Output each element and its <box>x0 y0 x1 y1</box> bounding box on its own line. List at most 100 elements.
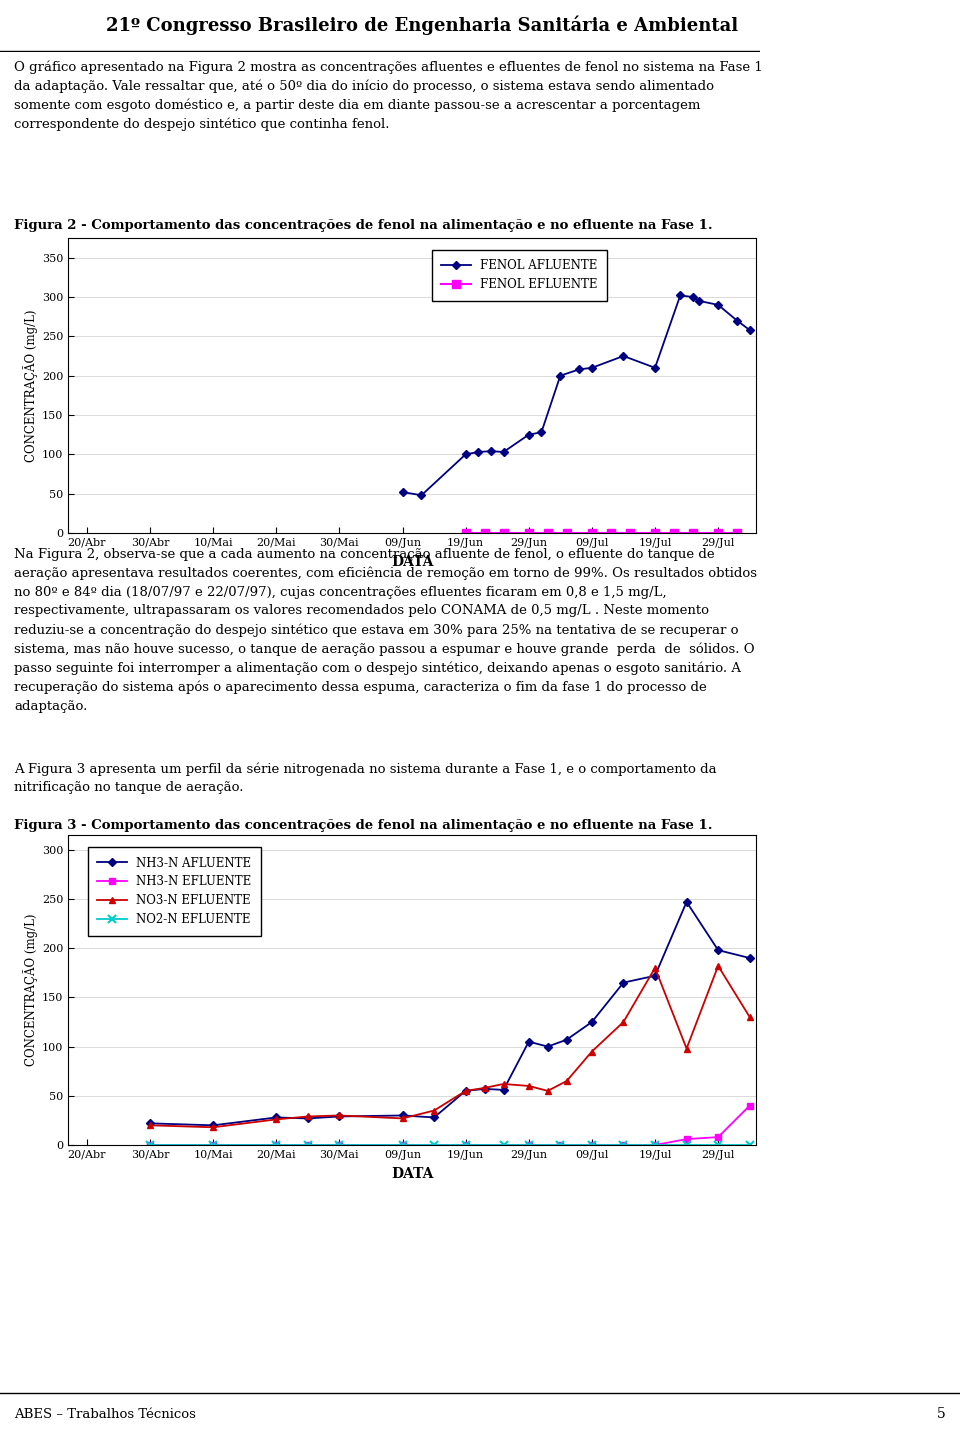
Y-axis label: CONCENTRAÇÃO (mg/L): CONCENTRAÇÃO (mg/L) <box>23 309 37 461</box>
NH3-N AFLUENTE <box>498 1081 510 1098</box>
FENOL AFLUENTE <box>732 312 743 329</box>
FENOL AFLUENTE <box>472 444 484 461</box>
NO3-N EFLUENTE <box>617 1014 629 1031</box>
NH3-N AFLUENTE <box>428 1108 440 1126</box>
FENOL EFLUENTE <box>561 524 572 541</box>
NH3-N AFLUENTE <box>271 1108 282 1126</box>
FENOL AFLUENTE <box>573 361 585 378</box>
NH3-N AFLUENTE <box>523 1032 535 1050</box>
Line: NO3-N EFLUENTE: NO3-N EFLUENTE <box>147 962 754 1131</box>
NH3-N AFLUENTE <box>712 942 724 959</box>
X-axis label: DATA: DATA <box>391 554 433 569</box>
NO2-N EFLUENTE <box>744 1137 756 1154</box>
NO2-N EFLUENTE <box>681 1137 692 1154</box>
NO2-N EFLUENTE <box>334 1137 346 1154</box>
FENOL AFLUENTE <box>649 359 660 377</box>
FENOL EFLUENTE <box>479 524 491 541</box>
NO2-N EFLUENTE <box>587 1137 598 1154</box>
Text: O gráfico apresentado na Figura 2 mostra as concentrações afluentes e efluentes : O gráfico apresentado na Figura 2 mostra… <box>14 60 763 132</box>
NH3-N AFLUENTE <box>396 1107 408 1124</box>
NH3-N EFLUENTE <box>523 1137 535 1154</box>
NH3-N EFLUENTE <box>555 1137 566 1154</box>
FENOL EFLUENTE <box>687 524 699 541</box>
FENOL AFLUENTE <box>498 444 510 461</box>
Legend: FENOL AFLUENTE, FENOL EFLUENTE: FENOL AFLUENTE, FENOL EFLUENTE <box>432 249 607 301</box>
NH3-N EFLUENTE <box>587 1137 598 1154</box>
FENOL AFLUENTE <box>396 484 408 501</box>
NH3-N AFLUENTE <box>479 1080 491 1097</box>
FENOL EFLUENTE <box>712 524 724 541</box>
NO2-N EFLUENTE <box>712 1137 724 1154</box>
NH3-N AFLUENTE <box>302 1110 314 1127</box>
NH3-N EFLUENTE <box>271 1137 282 1154</box>
NO3-N EFLUENTE <box>396 1110 408 1127</box>
NH3-N EFLUENTE <box>302 1137 314 1154</box>
FENOL AFLUENTE <box>587 359 598 377</box>
NO3-N EFLUENTE <box>681 1040 692 1057</box>
FENOL AFLUENTE <box>485 442 496 460</box>
NH3-N AFLUENTE <box>334 1108 346 1126</box>
FENOL AFLUENTE <box>675 286 686 304</box>
NO3-N EFLUENTE <box>744 1008 756 1025</box>
Y-axis label: CONCENTRAÇÃO (mg/L): CONCENTRAÇÃO (mg/L) <box>23 914 37 1067</box>
FENOL AFLUENTE <box>617 348 629 365</box>
NO2-N EFLUENTE <box>302 1137 314 1154</box>
NO3-N EFLUENTE <box>542 1083 554 1100</box>
NH3-N EFLUENTE <box>744 1097 756 1114</box>
NH3-N EFLUENTE <box>207 1137 219 1154</box>
Text: Na Figura 2, observa-se que a cada aumento na concentração afluente de fenol, o : Na Figura 2, observa-se que a cada aumen… <box>14 548 757 713</box>
NO3-N EFLUENTE <box>523 1077 535 1094</box>
NO2-N EFLUENTE <box>460 1137 471 1154</box>
Text: Figura 2 - Comportamento das concentrações de fenol na alimentação e no efluente: Figura 2 - Comportamento das concentraçõ… <box>14 219 712 232</box>
NH3-N AFLUENTE <box>744 949 756 967</box>
NH3-N EFLUENTE <box>396 1137 408 1154</box>
NO3-N EFLUENTE <box>498 1075 510 1093</box>
FENOL EFLUENTE <box>460 524 471 541</box>
NO2-N EFLUENTE <box>555 1137 566 1154</box>
Text: 21º Congresso Brasileiro de Engenharia Sanitária e Ambiental: 21º Congresso Brasileiro de Engenharia S… <box>107 16 738 34</box>
NH3-N AFLUENTE <box>207 1117 219 1134</box>
NO2-N EFLUENTE <box>617 1137 629 1154</box>
NH3-N EFLUENTE <box>617 1137 629 1154</box>
NO2-N EFLUENTE <box>523 1137 535 1154</box>
NO3-N EFLUENTE <box>144 1117 156 1134</box>
Text: ABES – Trabalhos Técnicos: ABES – Trabalhos Técnicos <box>14 1408 196 1421</box>
FENOL AFLUENTE <box>693 292 705 309</box>
FENOL EFLUENTE <box>523 524 535 541</box>
X-axis label: DATA: DATA <box>391 1167 433 1181</box>
Line: FENOL AFLUENTE: FENOL AFLUENTE <box>399 292 753 498</box>
NO2-N EFLUENTE <box>271 1137 282 1154</box>
NH3-N AFLUENTE <box>587 1014 598 1031</box>
NO3-N EFLUENTE <box>587 1042 598 1060</box>
Line: NO2-N EFLUENTE: NO2-N EFLUENTE <box>146 1141 754 1148</box>
FENOL AFLUENTE <box>416 487 427 504</box>
FENOL AFLUENTE <box>555 367 566 384</box>
NO2-N EFLUENTE <box>649 1137 660 1154</box>
NO3-N EFLUENTE <box>271 1111 282 1128</box>
NO2-N EFLUENTE <box>498 1137 510 1154</box>
NH3-N EFLUENTE <box>712 1128 724 1146</box>
FENOL EFLUENTE <box>498 524 510 541</box>
NH3-N AFLUENTE <box>561 1031 572 1048</box>
FENOL AFLUENTE <box>536 424 547 441</box>
Line: FENOL EFLUENTE: FENOL EFLUENTE <box>462 528 741 537</box>
FENOL EFLUENTE <box>649 524 660 541</box>
Legend: NH3-N AFLUENTE, NH3-N EFLUENTE, NO3-N EFLUENTE, NO2-N EFLUENTE: NH3-N AFLUENTE, NH3-N EFLUENTE, NO3-N EF… <box>87 848 261 935</box>
NH3-N EFLUENTE <box>144 1137 156 1154</box>
NH3-N AFLUENTE <box>649 967 660 984</box>
NO2-N EFLUENTE <box>396 1137 408 1154</box>
NO3-N EFLUENTE <box>460 1083 471 1100</box>
Text: 5: 5 <box>937 1408 946 1422</box>
NH3-N AFLUENTE <box>681 894 692 911</box>
FENOL AFLUENTE <box>712 296 724 314</box>
FENOL AFLUENTE <box>744 321 756 338</box>
NH3-N AFLUENTE <box>617 974 629 991</box>
FENOL EFLUENTE <box>587 524 598 541</box>
Line: NH3-N AFLUENTE: NH3-N AFLUENTE <box>147 899 753 1128</box>
FENOL EFLUENTE <box>542 524 554 541</box>
Text: A Figura 3 apresenta um perfil da série nitrogenada no sistema durante a Fase 1,: A Figura 3 apresenta um perfil da série … <box>14 762 716 793</box>
NH3-N AFLUENTE <box>144 1114 156 1131</box>
FENOL EFLUENTE <box>624 524 636 541</box>
NO2-N EFLUENTE <box>144 1137 156 1154</box>
NO3-N EFLUENTE <box>428 1103 440 1120</box>
